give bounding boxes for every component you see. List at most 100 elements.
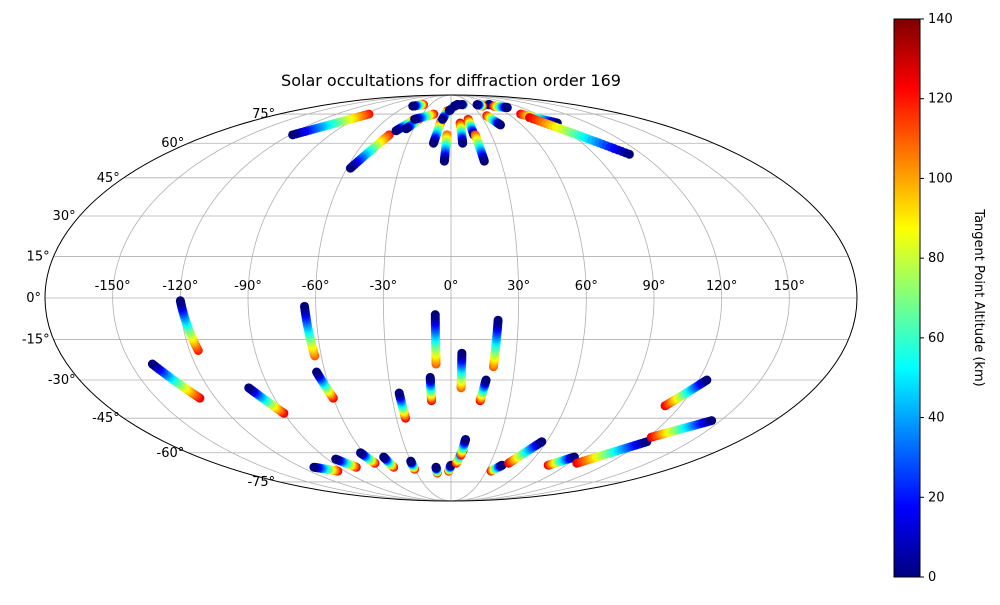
track-point bbox=[312, 367, 322, 377]
longitude-tick-label: 120° bbox=[706, 279, 737, 294]
grid-line-meridian bbox=[450, 94, 520, 502]
occultation-track bbox=[439, 130, 452, 166]
longitude-tick-label: 30° bbox=[507, 279, 530, 294]
track-point bbox=[437, 114, 447, 124]
colorbar-tick-label: 20 bbox=[928, 490, 945, 505]
track-point bbox=[430, 310, 440, 320]
colorbar-tick-label: 80 bbox=[928, 251, 945, 266]
track-point bbox=[479, 156, 489, 166]
occultation-track bbox=[312, 367, 338, 403]
colorbar-tick-label: 140 bbox=[928, 12, 953, 27]
track-point bbox=[379, 452, 389, 462]
occultation-track bbox=[244, 383, 289, 418]
occultation-track bbox=[345, 130, 394, 173]
latitude-tick-label: 45° bbox=[97, 171, 120, 186]
latitude-tick-label: 15° bbox=[27, 249, 50, 264]
occultation-track bbox=[489, 101, 512, 113]
track-point bbox=[309, 462, 319, 472]
grid-line-meridian bbox=[450, 94, 723, 502]
occultation-track bbox=[431, 462, 442, 478]
occultation-track bbox=[504, 437, 547, 468]
colorbar: 0 20 40 60 80 100 120 140 Tangent Point Altitud… bbox=[893, 12, 986, 585]
longitude-tick-label: -60° bbox=[302, 279, 330, 294]
occultation-track bbox=[572, 437, 652, 468]
occultation-track bbox=[475, 375, 491, 406]
track-point bbox=[401, 124, 411, 134]
latitude-tick-label: -75° bbox=[247, 475, 275, 490]
occultation-track bbox=[455, 118, 468, 148]
latitude-tick-label: -60° bbox=[157, 446, 185, 461]
occultation-track bbox=[660, 375, 712, 411]
track-point bbox=[425, 372, 435, 382]
grid-line-meridian bbox=[382, 94, 452, 502]
track-point bbox=[394, 388, 404, 398]
occultation-track bbox=[147, 359, 205, 403]
occultation-tracks bbox=[147, 100, 717, 478]
occultation-track bbox=[472, 100, 488, 111]
map-outline bbox=[44, 94, 858, 502]
grid-line-meridian bbox=[450, 94, 790, 502]
track-point bbox=[457, 100, 467, 110]
latitude-tick-label: -45° bbox=[92, 411, 120, 426]
track-point bbox=[481, 375, 491, 385]
occultation-track bbox=[331, 454, 361, 472]
longitude-tick-labels: -150° -120° -90° -60° -30° 0° 30° 60° 90° 120° 150… bbox=[95, 279, 805, 294]
occultation-track bbox=[488, 315, 503, 372]
longitude-tick-label: 0° bbox=[444, 279, 459, 294]
track-point bbox=[472, 100, 482, 110]
longitude-tick-label: -150° bbox=[95, 279, 131, 294]
occultation-track bbox=[356, 448, 380, 468]
occultation-track bbox=[456, 434, 471, 460]
chart-title: Solar occultations for diffraction order… bbox=[281, 71, 621, 90]
occultation-track bbox=[543, 452, 579, 470]
occultation-track bbox=[470, 130, 489, 166]
occultation-track bbox=[646, 416, 717, 442]
occultation-track bbox=[394, 388, 411, 423]
occultation-track bbox=[309, 462, 343, 476]
track-point bbox=[493, 315, 503, 325]
longitude-tick-label: -120° bbox=[162, 279, 198, 294]
track-point bbox=[702, 375, 712, 385]
latitude-tick-label: -30° bbox=[48, 373, 76, 388]
track-point bbox=[175, 296, 185, 306]
longitude-tick-label: 150° bbox=[774, 279, 805, 294]
occultation-track bbox=[457, 100, 468, 110]
track-point bbox=[408, 101, 418, 111]
occultation-track bbox=[408, 100, 429, 111]
occultation-track bbox=[486, 460, 507, 476]
occultation-track bbox=[456, 348, 467, 393]
grid-line-meridian bbox=[112, 94, 452, 502]
track-point bbox=[244, 383, 254, 393]
longitude-tick-label: -90° bbox=[234, 279, 262, 294]
track-point bbox=[345, 163, 355, 173]
track-point bbox=[707, 416, 717, 426]
track-point bbox=[331, 454, 341, 464]
track-point bbox=[457, 348, 467, 358]
occultation-track bbox=[425, 372, 437, 406]
grid-line-meridian bbox=[450, 94, 587, 502]
colorbar-gradient bbox=[893, 18, 921, 578]
occultation-track bbox=[406, 456, 420, 474]
track-point bbox=[537, 437, 547, 447]
track-point bbox=[431, 462, 441, 472]
longitude-tick-label: 90° bbox=[642, 279, 665, 294]
track-point bbox=[300, 301, 310, 311]
latitude-tick-label: 0° bbox=[26, 291, 41, 306]
occultation-track bbox=[300, 301, 320, 361]
latitude-tick-labels: 75° 60° 45° 30° 15° 0° -15° -30° -45° -60° -75° bbox=[22, 107, 275, 490]
track-point bbox=[356, 448, 365, 458]
track-point bbox=[288, 130, 298, 140]
colorbar-tick-label: 0 bbox=[928, 570, 936, 585]
colorbar-label: Tangent Point Altitude (km) bbox=[971, 208, 986, 386]
latitude-tick-label: 75° bbox=[252, 107, 275, 122]
track-point bbox=[439, 156, 449, 166]
occultation-track bbox=[430, 310, 441, 369]
track-point bbox=[496, 120, 506, 130]
longitude-tick-label: -30° bbox=[369, 279, 397, 294]
track-point bbox=[410, 114, 420, 124]
longitude-tick-label: 60° bbox=[575, 279, 598, 294]
track-point bbox=[406, 456, 416, 466]
colorbar-tick-label: 120 bbox=[928, 92, 953, 107]
